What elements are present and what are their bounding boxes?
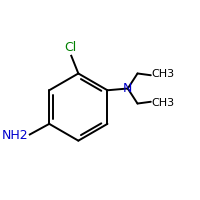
Text: Cl: Cl bbox=[64, 41, 77, 54]
Text: NH2: NH2 bbox=[2, 129, 28, 142]
Text: CH3: CH3 bbox=[152, 69, 175, 79]
Text: N: N bbox=[123, 82, 132, 95]
Text: CH3: CH3 bbox=[152, 98, 175, 108]
